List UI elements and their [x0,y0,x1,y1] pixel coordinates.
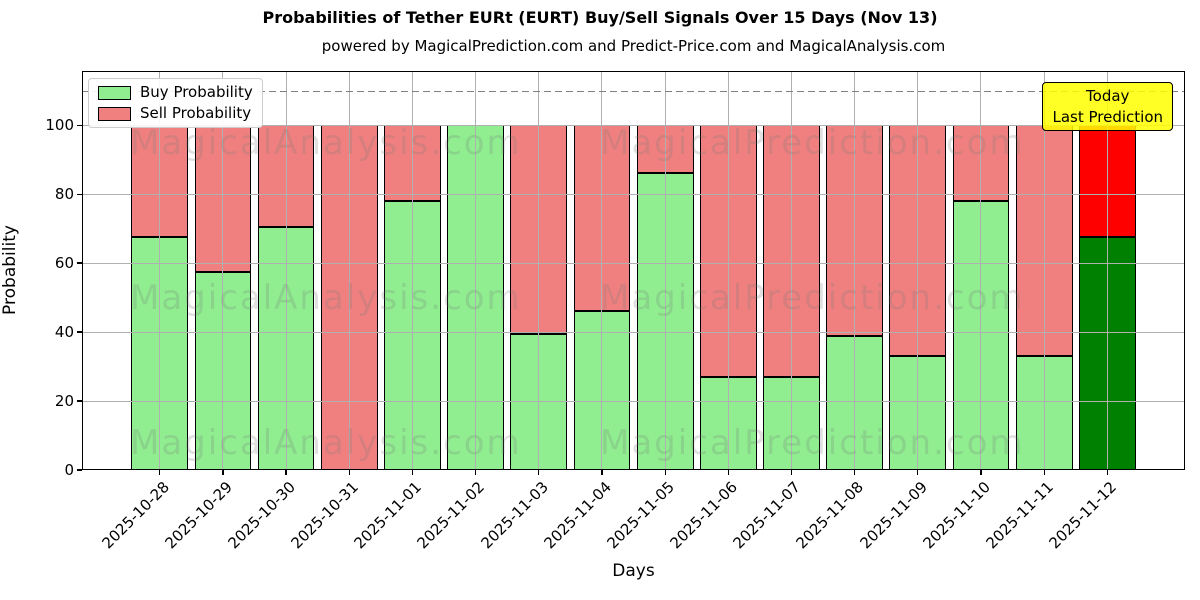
y-tick-label-40: 40 [54,323,74,342]
watermark-prediction: MagicalPrediction.com [600,423,1025,463]
x-tick-mark [159,470,161,475]
horizontal-gridline [82,194,1185,196]
vertical-gridline [1043,71,1045,470]
vertical-gridline [790,71,792,470]
y-tick-mark [77,469,82,471]
x-tick-label-text: 2025-11-11 [982,478,1057,553]
watermark-prediction: MagicalPrediction.com [600,278,1025,318]
x-tick-label-text: 2025-11-06 [666,478,741,553]
x-tick-label-text: 2025-10-29 [161,478,236,553]
x-tick-mark [664,470,666,475]
y-tick-label-100: 100 [45,116,74,135]
x-tick-mark [790,470,793,475]
x-tick-mark [348,470,350,475]
watermark-analysis: MagicalAnalysis.com [130,423,522,463]
legend-label-buy: Buy Probability [140,83,253,101]
x-tick-mark [1106,470,1108,475]
vertical-gridline [538,71,540,470]
buy-color-swatch [98,85,131,100]
chart-subtitle: powered by MagicalPrediction.com and Pre… [321,37,946,55]
x-tick-label-text: 2025-11-04 [540,478,615,553]
x-tick-mark [222,470,224,475]
y-tick-label-0: 0 [64,461,74,479]
horizontal-gridline [82,125,1185,127]
vertical-gridline [222,71,224,470]
x-tick-label-text: 2025-11-02 [413,478,489,553]
y-axis-label: Probability [0,225,20,315]
vertical-gridline [727,71,729,470]
x-tick-mark [1043,470,1045,475]
watermark-analysis: MagicalAnalysis.com [130,278,522,318]
vertical-gridline [854,71,856,470]
horizontal-gridline [82,401,1185,403]
x-tick-mark [854,470,856,475]
grid-layer [82,71,1185,470]
x-axis-label: Days [612,561,655,581]
x-tick-label-text: 2025-11-01 [350,478,426,553]
x-tick-label-text: 2025-11-12 [1045,478,1121,553]
y-tick-mark [77,124,82,126]
legend: Buy Probability Sell Probability [88,78,263,128]
vertical-gridline [664,71,666,470]
today-annotation-box: Today Last Prediction [1042,82,1173,132]
x-tick-mark [917,470,919,475]
x-tick-label-text: 2025-11-10 [919,478,994,553]
vertical-gridline [601,71,603,470]
watermark-prediction: MagicalPrediction.com [600,123,1025,163]
x-tick-mark [601,470,603,475]
y-tick-mark [77,262,82,264]
x-tick-mark [475,470,477,475]
y-tick-mark [77,331,82,333]
x-tick-mark [980,470,982,475]
watermark-analysis: MagicalAnalysis.com [130,123,522,163]
x-tick-label-text: 2025-10-30 [224,478,299,553]
legend-label-sell: Sell Probability [140,104,252,122]
vertical-gridline [411,71,413,470]
x-tick-label-text: 2025-11-09 [856,478,931,553]
y-tick-mark [77,193,82,195]
legend-item-buy: Buy Probability [98,85,253,100]
vertical-gridline [159,71,161,470]
vertical-gridline [285,71,287,470]
y-tick-label-60: 60 [54,254,74,273]
x-tick-label-text: 2025-11-08 [792,478,868,553]
vertical-gridline [1106,71,1108,470]
watermark-layer: MagicalAnalysis.com MagicalPrediction.com… [82,71,1185,470]
horizontal-gridline [82,332,1185,334]
chart-title: Probabilities of Tether EURt (EURT) Buy/… [262,8,938,27]
y-tick-label-20: 20 [54,392,74,411]
y-tick-label-80: 80 [54,185,74,204]
x-tick-mark [727,470,729,475]
today-annotation-line1: Today [1086,87,1130,105]
vertical-gridline [348,71,350,470]
y-tick-mark [77,400,82,402]
x-tick-mark [538,470,540,475]
x-tick-label-text: 2025-11-07 [729,478,805,553]
x-tick-label-text: 2025-10-31 [287,478,362,553]
vertical-gridline [475,71,477,470]
horizontal-gridline [82,263,1185,265]
vertical-gridline [917,71,919,470]
vertical-gridline [980,71,982,470]
x-tick-mark [411,470,414,475]
today-annotation-line2: Last Prediction [1052,107,1163,126]
sell-color-swatch [98,106,131,121]
x-tick-mark [285,470,287,475]
x-tick-label-text: 2025-11-05 [603,478,678,553]
x-tick-label-text: 2025-10-28 [98,478,173,553]
x-tick-label-text: 2025-11-03 [477,478,552,553]
plot-area: MagicalAnalysis.com MagicalPrediction.com… [82,71,1185,470]
dashed-threshold-line [82,90,1185,93]
legend-item-sell: Sell Probability [98,106,253,121]
